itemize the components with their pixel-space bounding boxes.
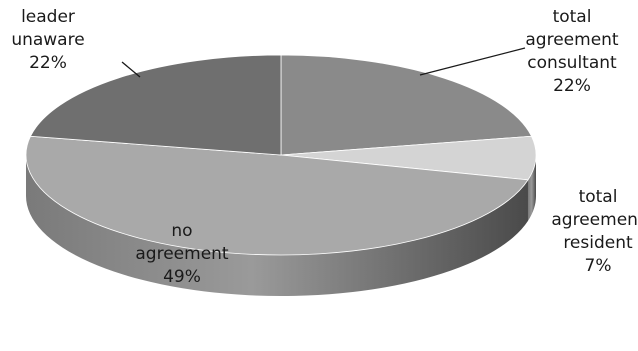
data-label-value: 22% [553, 76, 591, 96]
data-label-line: total [553, 7, 592, 27]
data-label-value: 49% [163, 267, 201, 287]
pie-side-total-agreement-resident [527, 155, 536, 221]
data-label-total-agreement-consultant: total agreement consultant 22% [525, 7, 619, 96]
data-label-line: total [579, 187, 618, 207]
pie-slice-total-agreement-consultant [280, 54, 533, 156]
pie-slice-no-agreement [25, 135, 529, 256]
data-label-leader-unaware: leader unaware 22% [11, 7, 84, 73]
data-label-total-agreement-resident: total agreement resident 7% [551, 187, 638, 276]
data-label-value: 22% [29, 53, 67, 73]
leader-line-leader-unaware [121, 61, 141, 78]
pie-slice-total-agreement-resident [280, 135, 537, 181]
data-label-line: consultant [527, 53, 617, 73]
data-label-line: no [171, 221, 192, 241]
pie-slice-leader-unaware [29, 54, 282, 156]
data-label-no-agreement: no agreement 49% [135, 221, 229, 287]
data-label-line: unaware [11, 30, 84, 50]
leader-line-total-agreement-consultant [419, 47, 526, 76]
data-label-line: agreement [135, 244, 229, 264]
data-label-line: agreement [551, 210, 638, 230]
data-label-line: leader [21, 7, 75, 27]
pie-side-no-agreement [26, 155, 528, 297]
data-label-line: resident [563, 233, 633, 253]
data-label-value: 7% [585, 256, 612, 276]
data-label-line: agreement [525, 30, 619, 50]
